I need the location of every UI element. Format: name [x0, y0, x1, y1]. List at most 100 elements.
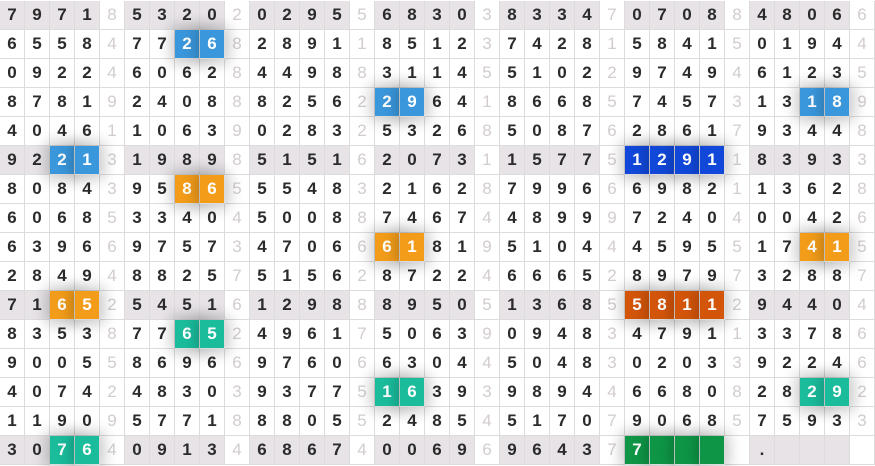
digit-cell: 8: [575, 88, 600, 117]
digit-cell: 8: [400, 1, 425, 30]
digit-cell: 0: [200, 378, 225, 407]
digit-cell: 5: [500, 233, 525, 262]
separator-digit-cell: 1: [725, 320, 750, 349]
digit-cell: 8: [150, 378, 175, 407]
digit-cell: 6: [500, 262, 525, 291]
separator-digit-cell: 5: [350, 407, 375, 436]
separator-digit-cell: 1: [350, 30, 375, 59]
digit-cell: 4: [150, 291, 175, 320]
digit-cell: 6: [525, 88, 550, 117]
digit-cell: 0: [75, 407, 100, 436]
highlighted-digit-cell: 5: [200, 320, 225, 349]
digit-cell: 6: [550, 88, 575, 117]
digit-cell: 3: [200, 117, 225, 146]
digit-cell: 0: [125, 436, 150, 465]
separator-digit-cell: 8: [725, 1, 750, 30]
separator-digit-cell: 6: [350, 349, 375, 378]
highlighted-digit-cell: 6: [400, 378, 425, 407]
separator-digit-cell: 7: [725, 117, 750, 146]
separator-digit-cell: 4: [225, 436, 250, 465]
digit-cell: 2: [275, 117, 300, 146]
separator-digit-cell: 2: [600, 59, 625, 88]
digit-cell: 8: [575, 320, 600, 349]
digit-cell: 7: [800, 320, 825, 349]
digit-cell: 1: [25, 407, 50, 436]
digit-cell: 5: [50, 320, 75, 349]
digit-cell: 8: [375, 262, 400, 291]
digit-cell: 7: [550, 407, 575, 436]
digit-cell: 5: [300, 88, 325, 117]
digit-cell: 1: [700, 117, 725, 146]
digit-cell: 3: [0, 436, 25, 465]
digit-cell: 4: [525, 30, 550, 59]
digit-cell: 8: [700, 1, 725, 30]
digit-cell: 6: [75, 233, 100, 262]
digit-cell: 4: [300, 175, 325, 204]
separator-digit-cell: 6: [850, 204, 875, 233]
digit-cell: 4: [625, 233, 650, 262]
digit-cell: 1: [250, 291, 275, 320]
digit-cell: 0: [150, 59, 175, 88]
digit-cell: 6: [0, 204, 25, 233]
digit-cell: 0: [250, 117, 275, 146]
highlighted-digit-cell: 8: [175, 175, 200, 204]
digit-cell: 4: [675, 59, 700, 88]
digit-cell: 8: [525, 378, 550, 407]
digit-cell: 5: [525, 146, 550, 175]
digit-cell: 1: [775, 30, 800, 59]
digit-cell: 4: [800, 204, 825, 233]
digit-cell: 8: [775, 378, 800, 407]
separator-digit-cell: 9: [100, 407, 125, 436]
digit-cell: 1: [450, 233, 475, 262]
separator-digit-cell: 8: [225, 146, 250, 175]
separator-digit-cell: 3: [350, 175, 375, 204]
digit-cell: 6: [75, 117, 100, 146]
digit-cell: 9: [700, 262, 725, 291]
digit-cell: 7: [0, 1, 25, 30]
digit-cell: 8: [275, 30, 300, 59]
digit-cell: 7: [450, 204, 475, 233]
digit-cell: 0: [550, 59, 575, 88]
separator-digit-cell: 8: [475, 175, 500, 204]
digit-cell: 9: [550, 204, 575, 233]
digit-cell: 5: [500, 407, 525, 436]
separator-digit-cell: 3: [475, 30, 500, 59]
digit-cell: 7: [325, 436, 350, 465]
digit-cell: 6: [300, 349, 325, 378]
digit-cell: 4: [550, 320, 575, 349]
digit-cell: 8: [75, 204, 100, 233]
digit-cell: 2: [775, 349, 800, 378]
digit-cell: 1: [425, 59, 450, 88]
separator-digit-cell: 6: [225, 349, 250, 378]
digit-cell: 6: [625, 378, 650, 407]
digit-cell: 2: [275, 1, 300, 30]
digit-cell: 1: [75, 1, 100, 30]
digit-cell: 6: [325, 233, 350, 262]
digit-cell: 7: [125, 30, 150, 59]
digit-cell: 3: [775, 320, 800, 349]
digit-cell: 0: [300, 407, 325, 436]
digit-cell: 9: [0, 349, 25, 378]
digit-cell: 9: [0, 146, 25, 175]
digit-cell: 4: [0, 378, 25, 407]
digit-cell: 7: [750, 407, 775, 436]
separator-digit-cell: 2: [225, 320, 250, 349]
digit-cell: 2: [650, 349, 675, 378]
digit-cell: 3: [750, 320, 775, 349]
digit-cell: 6: [300, 436, 325, 465]
digit-cell: 1: [25, 291, 50, 320]
digit-cell: 7: [650, 1, 675, 30]
digit-cell: 5: [250, 146, 275, 175]
digit-cell: 5: [325, 1, 350, 30]
digit-cell: 2: [450, 30, 475, 59]
separator-digit-cell: 8: [100, 1, 125, 30]
digit-cell: 9: [700, 59, 725, 88]
highlighted-digit-cell: 2: [375, 88, 400, 117]
digit-cell: 5: [375, 117, 400, 146]
separator-digit-cell: 2: [225, 1, 250, 30]
digit-cell: 9: [625, 407, 650, 436]
digit-cell: 2: [800, 59, 825, 88]
separator-digit-cell: 4: [850, 291, 875, 320]
digit-cell: 8: [675, 378, 700, 407]
digit-cell: 4: [800, 117, 825, 146]
